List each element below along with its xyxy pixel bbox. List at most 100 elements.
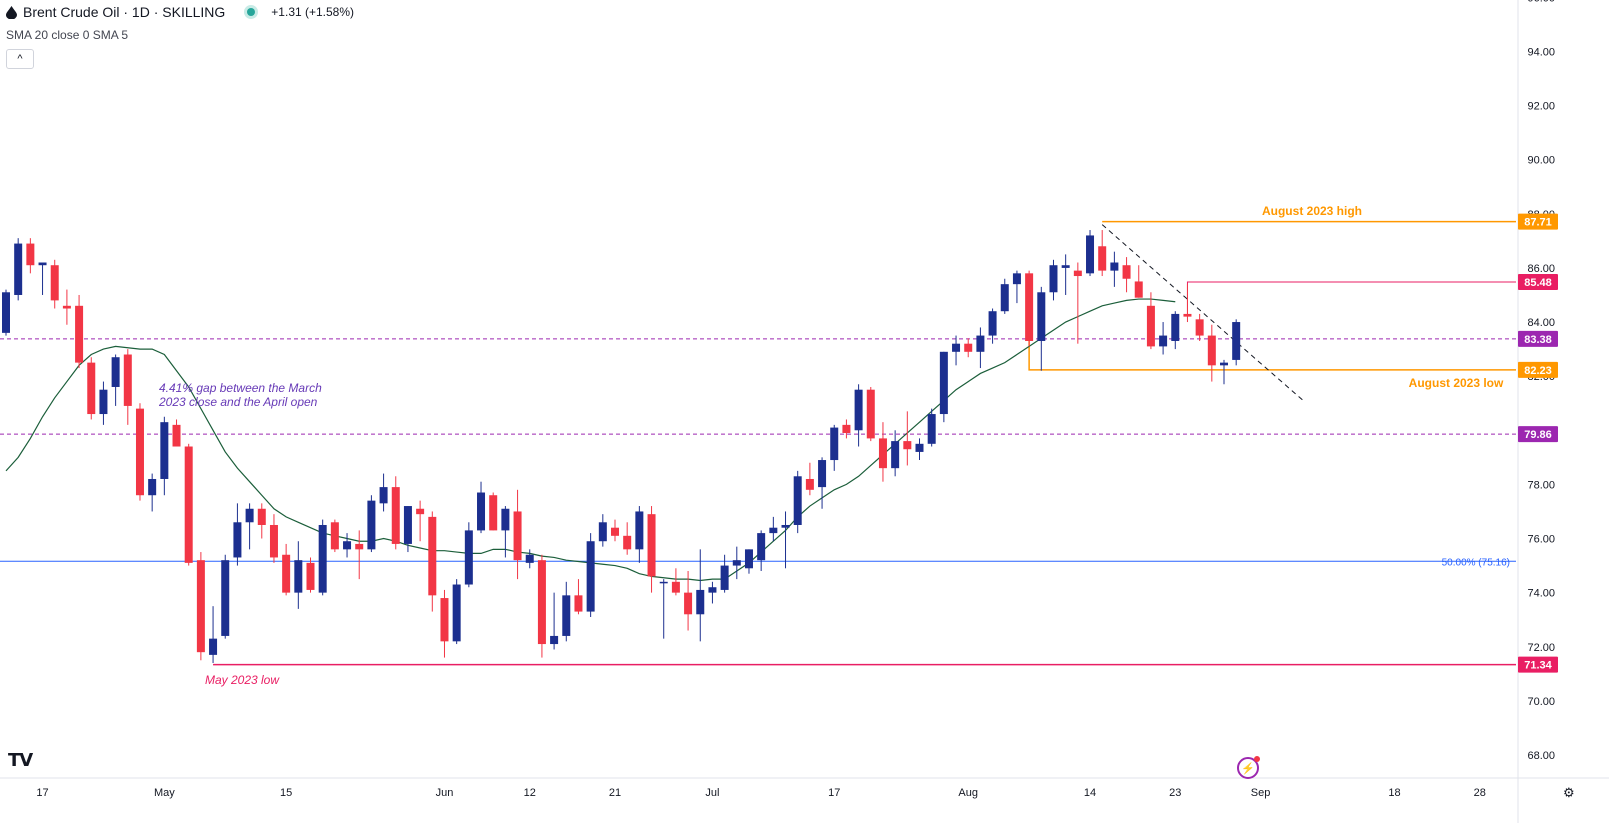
candle-body bbox=[184, 446, 193, 563]
candle-body bbox=[452, 584, 461, 642]
candle-body bbox=[62, 305, 71, 309]
candle-body bbox=[99, 389, 108, 415]
candle-body bbox=[525, 554, 534, 563]
x-tick-label: 12 bbox=[524, 787, 536, 799]
x-tick-label: 28 bbox=[1474, 787, 1486, 799]
price-label-text: 83.38 bbox=[1524, 334, 1552, 346]
price-label-box bbox=[1518, 213, 1558, 230]
may-low-label: May 2023 low bbox=[205, 673, 280, 687]
candle-body bbox=[87, 362, 96, 415]
candle-body bbox=[1195, 319, 1204, 336]
lightning-glyph: ⚡ bbox=[1241, 762, 1255, 775]
candle-body bbox=[391, 487, 400, 544]
candle-body bbox=[367, 500, 376, 550]
price-label-box bbox=[1518, 361, 1558, 378]
candle-body bbox=[343, 541, 352, 550]
price-label-text: 82.23 bbox=[1524, 365, 1552, 377]
candle-body bbox=[598, 522, 607, 542]
candle-body bbox=[196, 560, 205, 653]
candle-body bbox=[562, 595, 571, 636]
candle-body bbox=[1000, 284, 1009, 312]
y-tick-label: 96.00 bbox=[1527, 0, 1555, 4]
y-tick-label: 74.00 bbox=[1527, 588, 1555, 600]
candle-body bbox=[477, 492, 486, 531]
collapse-legend-button[interactable]: ^ bbox=[6, 49, 34, 69]
resistance-85-line bbox=[1186, 281, 1516, 317]
candle-body bbox=[818, 460, 827, 488]
candle-body bbox=[550, 635, 559, 645]
candle-body bbox=[842, 424, 851, 433]
candle-body bbox=[111, 357, 120, 387]
candle-body bbox=[1207, 335, 1216, 366]
candle-body bbox=[416, 508, 425, 515]
x-tick-label: May bbox=[154, 787, 175, 799]
candle-body bbox=[26, 243, 35, 266]
candle-body bbox=[148, 478, 157, 496]
candle-body bbox=[781, 524, 790, 528]
fib-label: 50.00% (75.16) bbox=[1442, 557, 1510, 568]
candle-body bbox=[428, 516, 437, 596]
gear-icon[interactable]: ⚙ bbox=[1563, 785, 1575, 800]
candle-body bbox=[464, 530, 473, 585]
candle-body bbox=[1122, 265, 1131, 279]
candle-body bbox=[513, 511, 522, 561]
gap-annotation-line1: 4.41% gap between the March bbox=[159, 381, 322, 395]
candle-body bbox=[379, 487, 388, 504]
x-tick-label: 23 bbox=[1169, 787, 1181, 799]
price-label-box bbox=[1518, 656, 1558, 673]
candle-body bbox=[38, 262, 47, 266]
candle-body bbox=[952, 343, 961, 352]
price-label-text: 79.86 bbox=[1524, 429, 1552, 441]
chart-header: Brent Crude Oil · 1D · SKILLING +1.31 (+… bbox=[6, 4, 354, 20]
price-label-text: 71.34 bbox=[1524, 660, 1552, 672]
x-tick-label: 17 bbox=[36, 787, 48, 799]
candle-body bbox=[1025, 273, 1034, 341]
august-low-line bbox=[1028, 340, 1516, 371]
candle-body bbox=[1073, 270, 1082, 277]
candle-body bbox=[123, 354, 132, 406]
candle-body bbox=[805, 478, 814, 490]
x-tick-label: 21 bbox=[609, 787, 621, 799]
tradingview-logo[interactable]: TV bbox=[8, 750, 33, 771]
lightning-icon[interactable]: ⚡ bbox=[1237, 756, 1260, 779]
candle-body bbox=[744, 549, 753, 569]
candle-body bbox=[1037, 292, 1046, 341]
candle-body bbox=[696, 589, 705, 615]
x-tick-label: Jul bbox=[705, 787, 719, 799]
oil-drop-icon bbox=[6, 5, 17, 19]
candle-body bbox=[1159, 335, 1168, 347]
price-label-text: 85.48 bbox=[1524, 277, 1552, 289]
candle-body bbox=[75, 305, 84, 363]
candle-body bbox=[903, 441, 912, 450]
candle-body bbox=[50, 265, 59, 301]
candle-body bbox=[1220, 362, 1228, 366]
notification-dot bbox=[1254, 756, 1260, 762]
candle-body bbox=[245, 508, 254, 523]
candle-body bbox=[1171, 313, 1180, 341]
candle-body bbox=[611, 527, 619, 536]
candle-body bbox=[440, 598, 449, 642]
candle-body bbox=[964, 343, 973, 352]
candle-body bbox=[988, 311, 997, 336]
candle-body bbox=[160, 422, 169, 479]
y-tick-label: 68.00 bbox=[1527, 750, 1555, 762]
descending-trendline bbox=[1101, 224, 1304, 401]
symbol-title[interactable]: Brent Crude Oil · 1D · SKILLING bbox=[23, 4, 226, 20]
candle-body bbox=[294, 560, 303, 593]
candle-body bbox=[403, 506, 412, 544]
candle-body bbox=[501, 508, 510, 531]
x-tick-label: Sep bbox=[1251, 787, 1271, 799]
x-tick-label: Aug bbox=[958, 787, 978, 799]
august-high-label: August 2023 high bbox=[1262, 204, 1362, 218]
y-tick-label: 94.00 bbox=[1527, 46, 1555, 58]
candle-body bbox=[1061, 265, 1070, 268]
candle-body bbox=[659, 581, 668, 584]
candle-body bbox=[586, 541, 595, 612]
candle-body bbox=[720, 565, 729, 590]
candle-body bbox=[757, 533, 766, 561]
indicator-legend[interactable]: SMA 20 close 0 SMA 5 bbox=[6, 28, 129, 42]
candle-body bbox=[269, 524, 278, 558]
candle-body bbox=[1146, 305, 1155, 347]
candle-body bbox=[1098, 246, 1107, 271]
